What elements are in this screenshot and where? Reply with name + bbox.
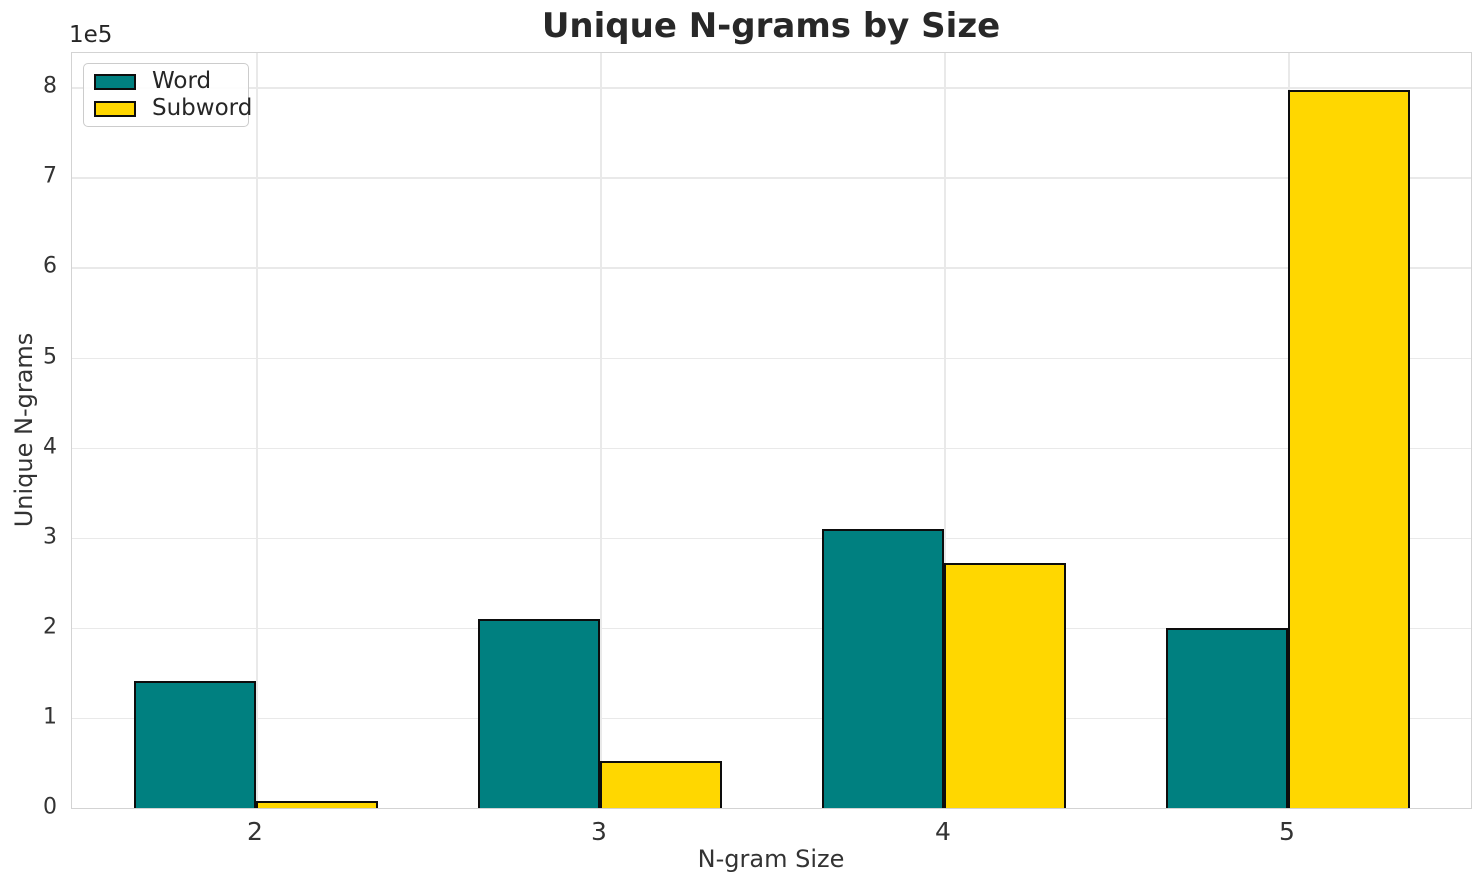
y-tick-label-1: 1 <box>43 704 57 730</box>
h-gridline-5 <box>72 357 1471 360</box>
x-tick-label-2: 2 <box>247 817 263 846</box>
bar-subword-3 <box>600 761 722 808</box>
bar-word-4 <box>822 528 944 808</box>
h-gridline-2 <box>72 627 1471 630</box>
legend: Word Subword <box>83 63 252 127</box>
x-axis-label: N-gram Size <box>697 845 845 873</box>
y-tick-label-6: 6 <box>43 253 57 279</box>
y-tick-label-5: 5 <box>43 344 57 370</box>
legend-item-word: Word <box>84 70 248 93</box>
x-tick-label-5: 5 <box>1279 817 1295 846</box>
h-gridline-6 <box>72 267 1471 269</box>
y-axis-scale-offset: 1e5 <box>69 22 113 48</box>
bar-subword-2 <box>256 800 378 808</box>
y-tick-label-2: 2 <box>43 614 57 640</box>
x-tick-label-3: 3 <box>591 817 607 846</box>
v-gridline-4 <box>944 53 946 808</box>
chart-title: Unique N-grams by Size <box>541 6 1001 46</box>
bar-subword-4 <box>944 562 1066 808</box>
subword-swatch-icon <box>94 100 136 117</box>
y-tick-label-0: 0 <box>43 794 57 820</box>
plot-area: Word Subword <box>71 52 1472 809</box>
bar-word-3 <box>478 618 600 808</box>
y-tick-label-4: 4 <box>43 434 57 460</box>
v-gridline-3 <box>600 53 602 808</box>
h-gridline-3 <box>72 537 1471 540</box>
y-axis-label: Unique N-grams <box>10 332 38 528</box>
x-tick-label-4: 4 <box>935 817 951 846</box>
y-tick-label-8: 8 <box>43 73 57 99</box>
h-gridline-7 <box>72 177 1471 179</box>
y-tick-label-7: 7 <box>43 163 57 189</box>
bar-word-5 <box>1166 627 1288 808</box>
bar-subword-5 <box>1288 89 1410 808</box>
y-tick-label-3: 3 <box>43 524 57 550</box>
h-gridline-8 <box>72 87 1471 89</box>
word-swatch-icon <box>94 73 136 90</box>
h-gridline-1 <box>72 717 1471 720</box>
legend-label-word: Word <box>152 68 212 94</box>
v-gridline-2 <box>256 53 258 808</box>
bar-word-2 <box>134 680 256 808</box>
h-gridline-4 <box>72 447 1471 450</box>
legend-label-subword: Subword <box>152 95 253 121</box>
legend-item-subword: Subword <box>84 97 252 120</box>
